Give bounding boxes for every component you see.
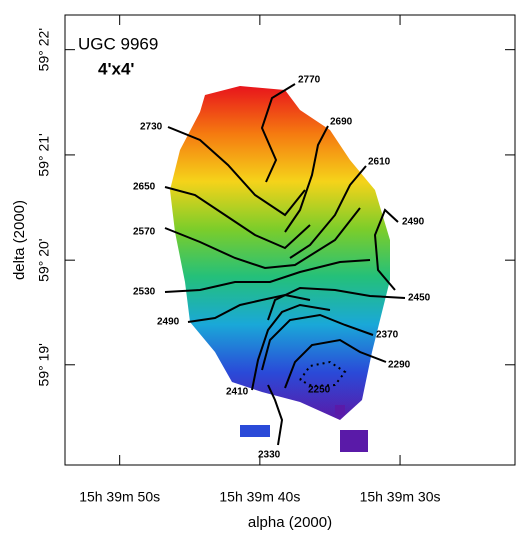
x-axis-label: alpha (2000) — [248, 514, 332, 531]
contour-label: 2650 — [133, 182, 156, 193]
contour-label: 2730 — [140, 122, 163, 133]
contour-label: 2290 — [388, 360, 411, 371]
y-axis-label: delta (2000) — [11, 200, 28, 280]
contour-label: 2250 — [308, 385, 331, 396]
contour-line — [267, 286, 406, 321]
contour-label: 2450 — [408, 293, 431, 304]
velocity-patch — [335, 405, 345, 415]
contour-line — [187, 293, 311, 323]
chart-subtitle: 4'x4' — [98, 59, 134, 78]
chart-title: UGC 9969 — [78, 34, 158, 53]
velocity-field — [170, 86, 390, 452]
contour-label: 2530 — [133, 287, 156, 298]
contour-label: 2490 — [402, 217, 425, 228]
contour-line — [267, 384, 284, 446]
contour-line — [164, 207, 361, 270]
contour-label: 2690 — [330, 117, 353, 128]
y-tick-label: 59° 20' — [36, 239, 52, 282]
y-tick-label: 59° 22' — [36, 28, 52, 71]
contour-line — [289, 165, 367, 259]
contour-line — [299, 360, 347, 388]
contour-label: 2410 — [226, 387, 249, 398]
contour-label: 2570 — [133, 227, 156, 238]
y-tick-label: 59° 19' — [36, 343, 52, 386]
plot-frame — [64, 14, 516, 466]
contour-label: 2490 — [157, 317, 180, 328]
velocity-patch — [340, 430, 368, 452]
velocity-patch — [240, 425, 270, 437]
contour-label: 2610 — [368, 157, 391, 168]
contour-line — [251, 303, 331, 391]
contour-line — [260, 83, 296, 183]
velocity-map — [170, 86, 390, 420]
x-tick-label: 15h 39m 30s — [360, 489, 441, 505]
contour-line — [284, 338, 387, 389]
contour-label: 2330 — [258, 450, 281, 461]
contour-line — [373, 208, 399, 291]
x-tick-label: 15h 39m 40s — [219, 489, 300, 505]
contour-line — [164, 259, 371, 293]
x-tick-label: 15h 39m 50s — [79, 489, 160, 505]
contour-line — [284, 125, 329, 233]
y-tick-label: 59° 21' — [36, 133, 52, 176]
contour-label: 2370 — [376, 330, 399, 341]
contour-line — [167, 126, 306, 217]
contour-label: 2770 — [298, 75, 321, 86]
contour-line — [261, 313, 374, 371]
contour-line — [164, 186, 311, 250]
